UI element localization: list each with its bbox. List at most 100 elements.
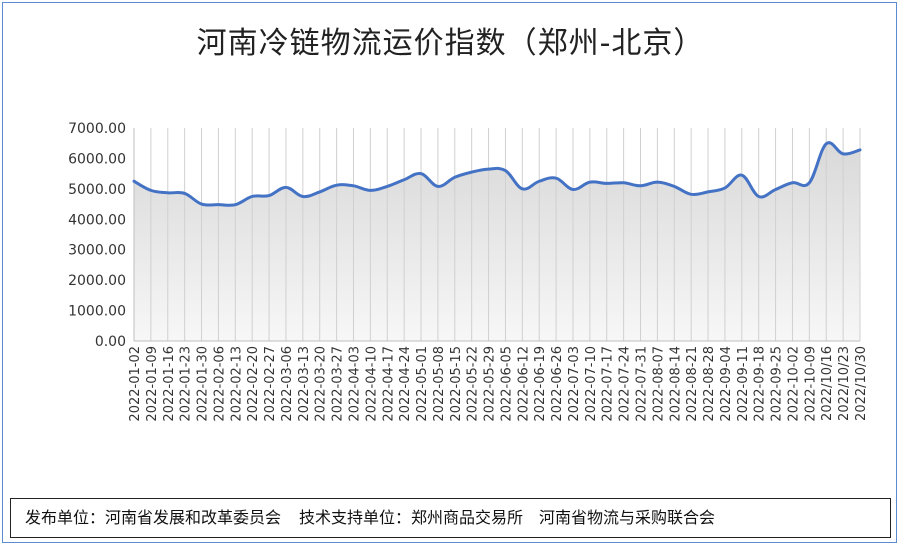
x-tick-label: 2022-06-19 bbox=[533, 346, 548, 422]
x-tick-label: 2022-02-13 bbox=[229, 346, 244, 422]
x-tick-label: 2022-04-17 bbox=[381, 346, 396, 422]
x-tick-label: 2022-09-18 bbox=[753, 346, 768, 422]
data-point bbox=[808, 181, 811, 184]
data-point bbox=[605, 182, 608, 185]
footer-publisher: 发布单位：河南省发展和改革委员会 bbox=[25, 508, 282, 527]
data-point bbox=[791, 181, 794, 184]
x-tick-label: 2022-07-24 bbox=[618, 346, 633, 422]
data-point bbox=[369, 189, 372, 192]
x-tick-label: 2022-01-09 bbox=[145, 346, 160, 422]
x-tick-label: 2022-01-16 bbox=[162, 346, 177, 422]
y-tick-label: 2000.00 bbox=[68, 273, 126, 289]
data-point bbox=[690, 193, 693, 196]
x-tick-label: 2022-06-05 bbox=[499, 346, 514, 422]
x-tick-label: 2022-10-09 bbox=[803, 346, 818, 422]
x-tick-label: 2022-05-01 bbox=[415, 346, 430, 422]
x-tick-label: 2022-07-10 bbox=[584, 346, 599, 422]
data-point bbox=[859, 148, 862, 151]
y-tick-label: 7000.00 bbox=[68, 121, 126, 137]
x-tick-label: 2022-01-23 bbox=[179, 346, 194, 422]
data-point bbox=[166, 191, 169, 194]
x-tick-label: 2022-03-13 bbox=[297, 346, 312, 422]
area-fill bbox=[134, 142, 860, 341]
data-point bbox=[251, 195, 254, 198]
x-tick-label: 2022-06-12 bbox=[516, 346, 531, 422]
series-line bbox=[132, 141, 862, 207]
data-point bbox=[774, 188, 777, 191]
data-point bbox=[656, 181, 659, 184]
data-point bbox=[436, 185, 439, 188]
x-tick-label: 2022-09-25 bbox=[770, 346, 785, 422]
x-tick-label: 2022-01-02 bbox=[128, 346, 143, 422]
x-tick-label: 2022/10/23 bbox=[837, 346, 852, 421]
x-tick-label: 2022/10/16 bbox=[820, 346, 835, 421]
x-tick-label: 2022-07-03 bbox=[567, 346, 582, 422]
data-point bbox=[487, 168, 490, 171]
data-point bbox=[538, 180, 541, 183]
data-point bbox=[622, 181, 625, 184]
footer-note: 发布单位：河南省发展和改革委员会 技术支持单位：郑州商品交易所 河南省物流与采购联… bbox=[10, 498, 891, 538]
data-point bbox=[200, 203, 203, 206]
y-tick-label: 0.00 bbox=[95, 334, 126, 350]
data-point bbox=[555, 177, 558, 180]
data-point bbox=[234, 203, 237, 206]
y-tick-label: 6000.00 bbox=[68, 151, 126, 167]
x-tick-label: 2022-10-02 bbox=[786, 346, 801, 422]
y-tick-label: 3000.00 bbox=[68, 243, 126, 259]
x-tick-label: 2022-05-29 bbox=[483, 346, 498, 422]
x-tick-label: 2022-03-27 bbox=[331, 346, 346, 422]
x-tick-label: 2022-06-26 bbox=[550, 346, 565, 422]
x-tick-label: 2022-05-22 bbox=[466, 346, 481, 422]
data-point bbox=[318, 190, 321, 193]
data-point bbox=[386, 185, 389, 188]
x-tick-label: 2022-07-31 bbox=[635, 346, 650, 422]
data-point bbox=[268, 194, 271, 197]
x-tick-label: 2022-02-27 bbox=[263, 346, 278, 422]
data-point bbox=[453, 176, 456, 179]
data-point bbox=[588, 181, 591, 184]
y-tick-label: 1000.00 bbox=[68, 304, 126, 320]
y-tick-label: 5000.00 bbox=[68, 182, 126, 198]
data-point bbox=[673, 185, 676, 188]
data-point bbox=[403, 178, 406, 181]
x-tick-label: 2022/10/30 bbox=[854, 346, 869, 421]
x-tick-label: 2022-08-21 bbox=[685, 346, 700, 422]
y-tick-label: 4000.00 bbox=[68, 212, 126, 228]
data-point bbox=[133, 180, 136, 183]
x-tick-label: 2022-03-06 bbox=[280, 346, 295, 422]
data-point bbox=[335, 184, 338, 187]
x-tick-label: 2022-08-07 bbox=[651, 346, 666, 422]
data-point bbox=[470, 171, 473, 174]
data-point bbox=[723, 186, 726, 189]
data-point bbox=[301, 195, 304, 198]
data-point bbox=[521, 187, 524, 190]
data-point bbox=[420, 172, 423, 175]
data-point bbox=[842, 152, 845, 155]
x-tick-label: 2022-02-20 bbox=[246, 346, 261, 422]
data-point bbox=[504, 169, 507, 172]
data-point bbox=[707, 190, 710, 193]
x-tick-label: 2022-02-06 bbox=[212, 346, 227, 422]
data-point bbox=[284, 186, 287, 189]
x-tick-label: 2022-05-08 bbox=[432, 346, 447, 422]
footer-support: 技术支持单位：郑州商品交易所 河南省物流与采购联合会 bbox=[299, 508, 716, 527]
x-tick-label: 2022-08-28 bbox=[702, 346, 717, 422]
data-point bbox=[352, 184, 355, 187]
data-point bbox=[825, 142, 828, 145]
x-tick-label: 2022-03-20 bbox=[314, 346, 329, 422]
x-tick-label: 2022-07-17 bbox=[601, 346, 616, 422]
x-tick-label: 2022-04-24 bbox=[398, 346, 413, 422]
x-tick-label: 2022-09-04 bbox=[719, 346, 734, 422]
data-point bbox=[639, 184, 642, 187]
x-tick-label: 2022-01-30 bbox=[196, 346, 211, 422]
data-point bbox=[149, 189, 152, 192]
data-point bbox=[757, 195, 760, 198]
x-tick-label: 2022-05-15 bbox=[449, 346, 464, 422]
chart-title: 河南冷链物流运价指数（郑州-北京） bbox=[196, 26, 705, 61]
x-tick-label: 2022-04-10 bbox=[364, 346, 379, 422]
x-tick-label: 2022-09-11 bbox=[736, 346, 751, 422]
data-point bbox=[183, 192, 186, 195]
data-point bbox=[740, 174, 743, 177]
data-point bbox=[217, 203, 220, 206]
